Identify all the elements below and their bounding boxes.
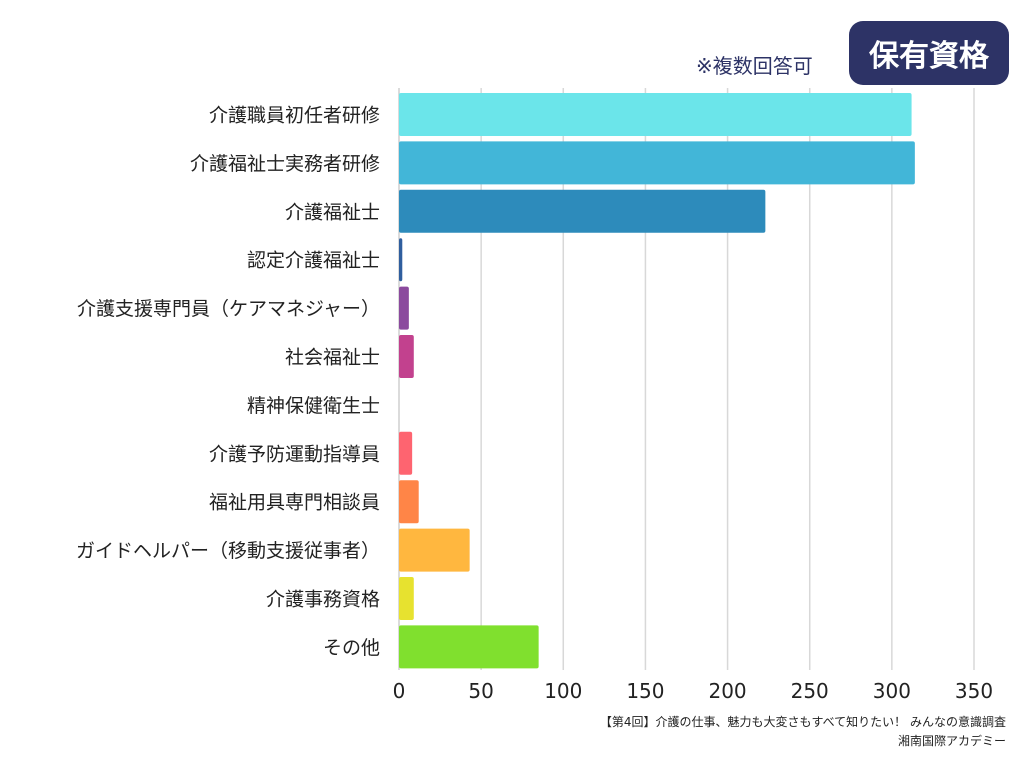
- category-label: 精神保健衛生士: [247, 395, 380, 417]
- category-label: 認定介護福祉士: [247, 250, 380, 272]
- bar: [399, 577, 414, 620]
- category-label: 介護予防運動指導員: [209, 443, 380, 465]
- category-label: 介護福祉士: [285, 201, 380, 223]
- bar: [399, 335, 414, 378]
- source-org: 湘南国際アカデミー: [897, 734, 1006, 748]
- category-label: 社会福祉士: [285, 347, 380, 369]
- x-tick-label: 0: [393, 679, 406, 703]
- bar: [399, 93, 912, 136]
- source-title: 【第4回】介護の仕事、魅力も大変さもすべて知りたい！ みんなの意識調査: [599, 715, 1006, 729]
- chart-title: 保有資格: [849, 21, 1009, 85]
- x-tick-label: 200: [708, 679, 746, 703]
- x-tick-label: 100: [544, 679, 582, 703]
- bar: [399, 286, 409, 330]
- x-tick-label: 150: [626, 679, 664, 703]
- category-label: ガイドヘルパー（移動支援従事者）: [76, 540, 380, 562]
- x-tick-label: 350: [955, 679, 993, 703]
- bar: [399, 431, 413, 475]
- category-label: 介護事務資格: [266, 589, 380, 611]
- category-label: 福祉用具専門相談員: [209, 492, 380, 514]
- bar: [399, 141, 915, 185]
- category-label: 介護職員初任者研修: [209, 105, 380, 127]
- bar: [399, 480, 419, 524]
- category-label: 介護福祉士実務者研修: [190, 153, 380, 175]
- x-tick-label: 250: [791, 679, 829, 703]
- bar: [399, 189, 766, 233]
- bar: [399, 238, 403, 282]
- chart-subtitle: ※複数回答可: [696, 54, 813, 78]
- bar: [399, 528, 470, 572]
- category-label: 介護支援専門員（ケアマネジャー）: [77, 298, 380, 320]
- bar: [399, 625, 539, 669]
- x-tick-label: 50: [468, 679, 493, 703]
- category-label: その他: [323, 637, 380, 659]
- x-tick-label: 300: [873, 679, 911, 703]
